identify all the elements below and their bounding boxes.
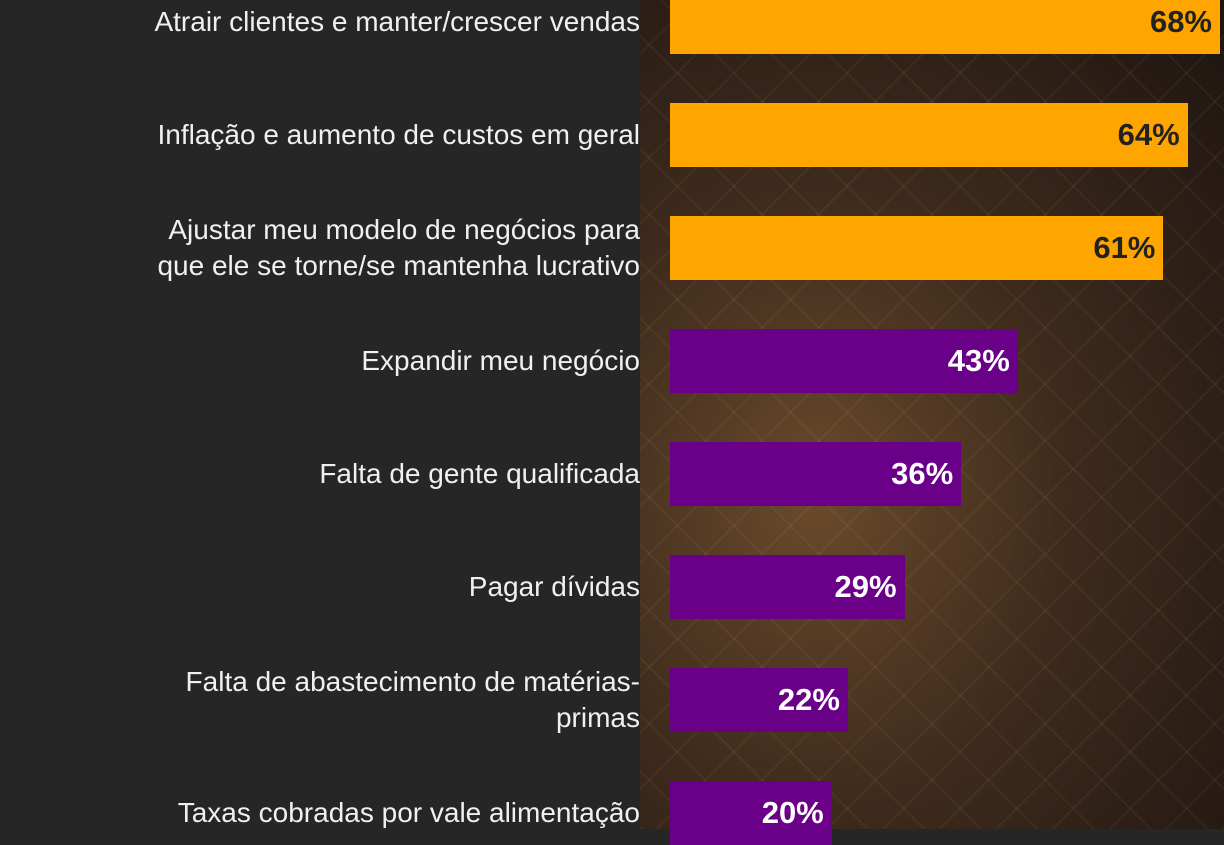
category-label: Inflação e aumento de custos em geral [0, 117, 640, 153]
value-label: 20% [670, 795, 824, 831]
value-label: 36% [670, 456, 953, 492]
category-label: Atrair clientes e manter/crescer vendas [0, 4, 640, 40]
category-label: Pagar dívidas [0, 569, 640, 605]
category-label: Ajustar meu modelo de negócios para que … [0, 212, 640, 284]
category-label: Expandir meu negócio [0, 343, 640, 379]
value-label: 43% [670, 343, 1010, 379]
value-label: 61% [670, 230, 1155, 266]
page: Atrair clientes e manter/crescer vendas 6… [0, 0, 1224, 829]
value-label: 22% [670, 682, 840, 718]
value-label: 29% [670, 569, 897, 605]
value-label: 64% [670, 117, 1180, 153]
category-label: Taxas cobradas por vale alimentação [0, 795, 640, 831]
category-label: Falta de gente qualificada [0, 456, 640, 492]
category-label: Falta de abastecimento de matérias- prim… [0, 664, 640, 736]
value-label: 68% [670, 4, 1212, 40]
